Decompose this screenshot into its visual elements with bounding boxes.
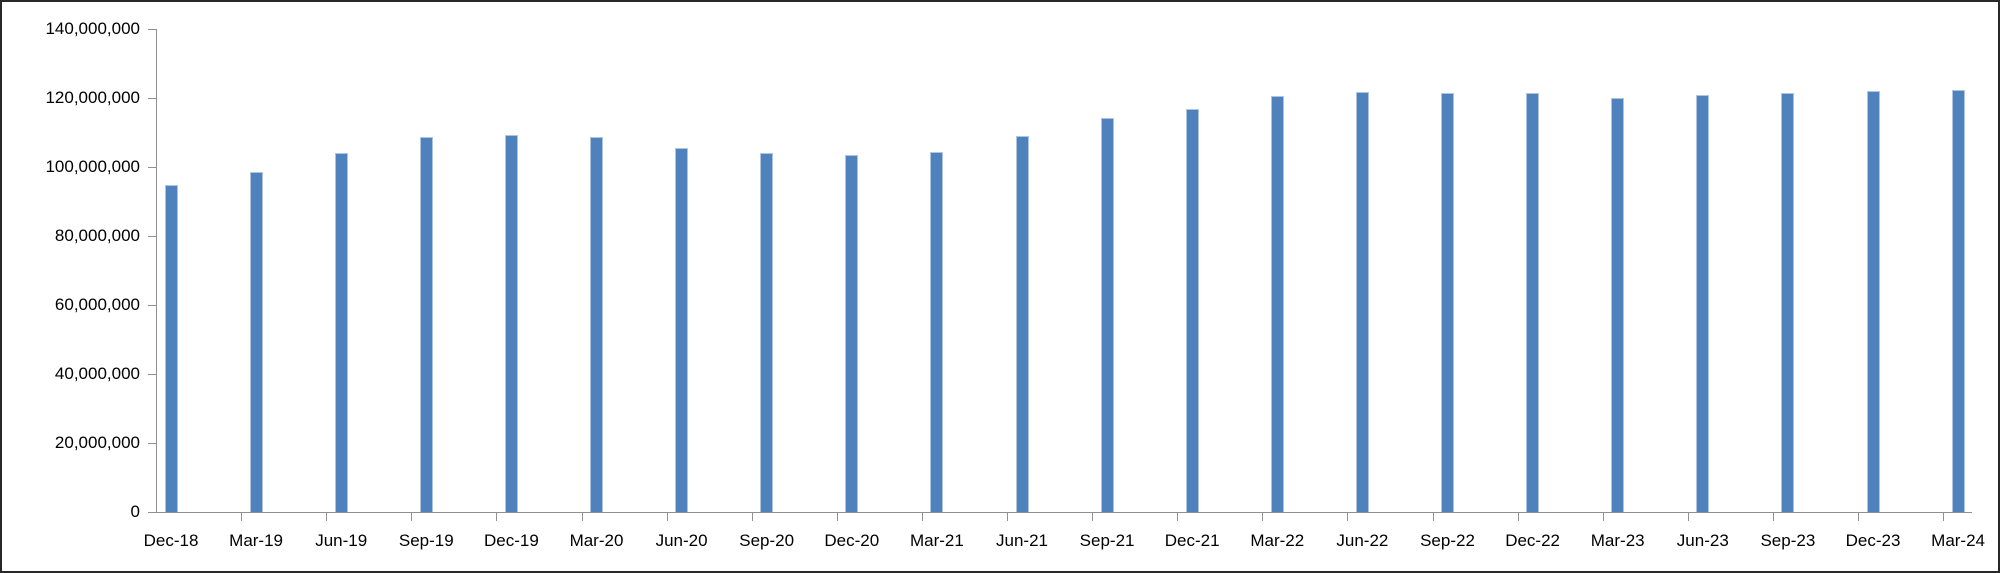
x-axis-tick <box>241 513 243 521</box>
bar <box>845 155 859 512</box>
x-axis-tick <box>1347 513 1349 521</box>
x-axis-tick <box>1858 513 1859 521</box>
x-axis-label: Jun-19 <box>315 531 368 550</box>
x-axis-label: Sep-21 <box>1079 531 1135 550</box>
bar <box>1270 95 1284 512</box>
x-axis-label: Jun-22 <box>1336 531 1389 550</box>
bar <box>1696 94 1710 512</box>
bar <box>1526 92 1540 512</box>
y-axis-tick <box>148 305 156 306</box>
bar <box>1355 91 1369 512</box>
x-axis-label: Jun-21 <box>996 531 1048 550</box>
x-axis-label: Dec-23 <box>1845 531 1901 550</box>
y-axis-tick <box>148 167 156 168</box>
y-axis-label: 20,000,000 <box>54 433 140 452</box>
x-axis-label: Mar-23 <box>1590 531 1645 550</box>
y-axis-tick <box>148 29 156 30</box>
y-axis-label: 60,000,000 <box>54 295 140 314</box>
y-axis-label: 120,000,000 <box>45 88 140 107</box>
x-axis-label: Mar-19 <box>229 531 284 550</box>
x-axis-label: Sep-19 <box>398 531 454 550</box>
bar <box>1781 93 1795 512</box>
x-axis-label: Dec-21 <box>1164 531 1220 550</box>
y-axis-label: 40,000,000 <box>54 364 140 383</box>
x-axis-tick <box>1517 513 1519 521</box>
x-axis-label: Dec-19 <box>483 531 539 550</box>
x-axis-tick <box>836 513 838 521</box>
bar <box>334 152 348 512</box>
x-axis-label: Mar-21 <box>909 531 964 550</box>
x-axis-label: Dec-22 <box>1505 531 1560 550</box>
bar <box>419 137 433 512</box>
x-axis-tick <box>1602 513 1604 521</box>
y-axis-tick <box>148 236 156 237</box>
bar <box>249 171 263 512</box>
x-axis-tick <box>1177 513 1179 521</box>
x-axis-label: Mar-22 <box>1250 531 1305 550</box>
x-axis-tick <box>1943 513 1945 521</box>
y-axis-line <box>156 29 157 513</box>
y-axis-label: 80,000,000 <box>54 226 140 245</box>
x-axis-tick <box>411 513 413 521</box>
x-axis-tick <box>1432 513 1434 521</box>
x-axis-label: Sep-20 <box>739 531 795 550</box>
y-axis-tick <box>148 512 156 513</box>
x-axis-line <box>156 512 1972 513</box>
bar <box>164 184 178 512</box>
x-axis-label: Jun-23 <box>1676 531 1729 550</box>
bar <box>590 136 603 512</box>
y-axis-tick <box>148 374 156 375</box>
x-axis-tick <box>581 513 583 521</box>
y-axis-label: 100,000,000 <box>45 157 140 176</box>
y-axis-tick <box>148 443 156 444</box>
y-axis-label: 140,000,000 <box>45 19 140 38</box>
bar <box>675 147 689 512</box>
x-axis-tick <box>326 513 328 521</box>
x-axis-label: Mar-24 <box>1931 531 1986 550</box>
x-axis-label: Sep-23 <box>1760 531 1816 550</box>
x-axis-label: Mar-20 <box>569 531 624 550</box>
bar <box>930 152 944 512</box>
x-axis-label: Dec-20 <box>824 531 880 550</box>
x-axis-label: Dec-18 <box>143 531 199 550</box>
x-axis-tick <box>1772 513 1774 521</box>
bar <box>1866 91 1880 512</box>
x-axis-tick <box>921 513 923 521</box>
bar <box>1611 97 1625 512</box>
x-axis-label: Sep-22 <box>1420 531 1475 550</box>
x-axis-tick <box>1007 513 1008 521</box>
x-axis-tick <box>751 513 753 521</box>
bar <box>1100 118 1114 512</box>
x-axis-tick <box>666 513 668 521</box>
x-axis-tick <box>1262 513 1264 521</box>
bar <box>1185 109 1199 512</box>
y-axis-label: 0 <box>130 502 140 521</box>
bar <box>760 152 774 512</box>
x-axis-tick <box>1092 513 1094 521</box>
bar <box>504 134 518 512</box>
y-axis-tick <box>148 98 156 99</box>
x-axis-tick <box>1687 513 1689 521</box>
bar <box>1015 135 1029 512</box>
x-axis-label: Jun-20 <box>655 531 708 550</box>
bar <box>1441 92 1454 512</box>
x-axis-tick <box>496 513 498 521</box>
bar <box>1951 90 1965 512</box>
